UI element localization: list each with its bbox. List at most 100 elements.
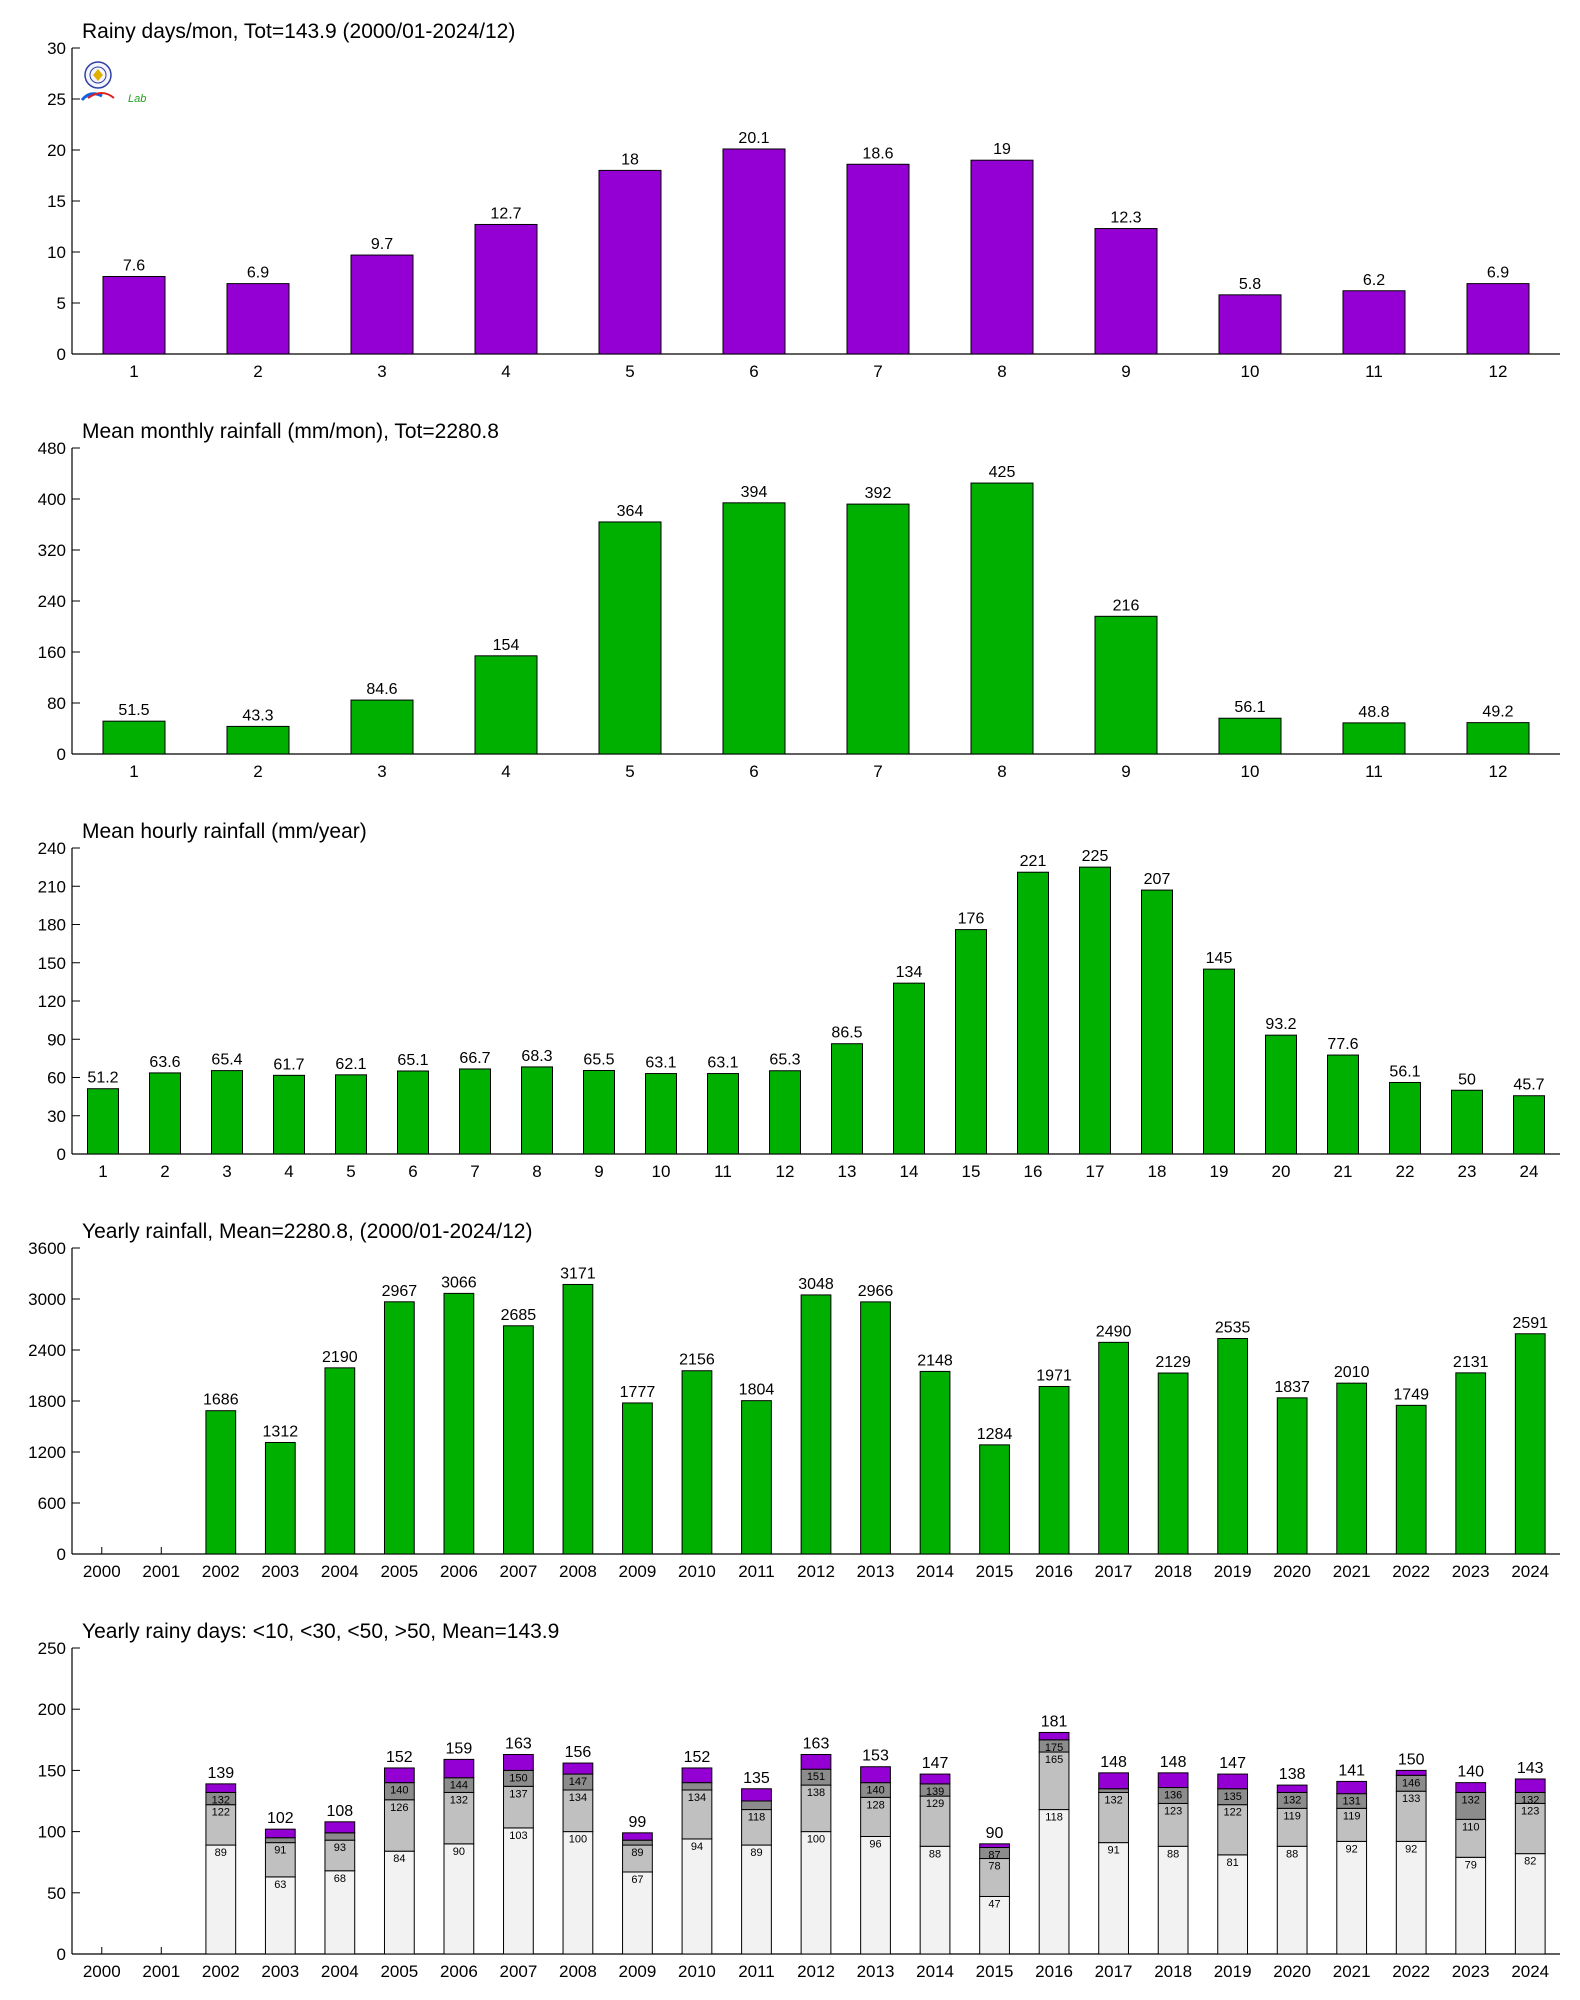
bar-value-label: 1312 bbox=[263, 1423, 299, 1440]
chart-title: Mean hourly rainfall (mm/year) bbox=[82, 820, 367, 843]
segment-value-label: 144 bbox=[450, 1780, 468, 1792]
segment-value-label: 134 bbox=[688, 1792, 706, 1804]
bar bbox=[1038, 1385, 1070, 1555]
bar-value-label: 2148 bbox=[917, 1352, 953, 1369]
bar-value-label: 65.3 bbox=[769, 1052, 800, 1069]
x-tick-label: 2009 bbox=[619, 1562, 657, 1581]
segment-value-label: 90 bbox=[453, 1846, 465, 1858]
segment-value-label: 119 bbox=[1343, 1810, 1361, 1822]
stacked-segment bbox=[800, 1753, 832, 1770]
bar-value-label: 18 bbox=[621, 151, 639, 168]
segment-value-label: 100 bbox=[807, 1834, 825, 1846]
bar bbox=[1157, 1372, 1189, 1555]
x-tick-label: 2011 bbox=[738, 1962, 775, 1981]
bar-value-label: 221 bbox=[1020, 853, 1047, 870]
bar-value-label: 394 bbox=[741, 484, 768, 501]
stacked-segment bbox=[324, 1821, 356, 1834]
x-tick-label: 6 bbox=[408, 1162, 417, 1181]
stacked-segment bbox=[1395, 1790, 1427, 1842]
y-tick-label: 240 bbox=[38, 839, 66, 858]
stacked-segment bbox=[1098, 1791, 1129, 1844]
x-tick-label: 12 bbox=[776, 1162, 795, 1181]
bar-value-label: 2591 bbox=[1512, 1315, 1548, 1332]
x-tick-label: 5 bbox=[625, 362, 634, 381]
x-tick-label: 2 bbox=[160, 1162, 169, 1181]
bar bbox=[1276, 1397, 1308, 1555]
bar bbox=[562, 1283, 594, 1555]
stacked-segment bbox=[264, 1842, 296, 1878]
segment-value-label: 88 bbox=[1286, 1848, 1298, 1860]
bar-value-label: 1804 bbox=[739, 1382, 775, 1399]
x-tick-label: 6 bbox=[749, 762, 758, 781]
bar bbox=[970, 159, 1034, 355]
segment-value-label: 84 bbox=[393, 1853, 405, 1865]
bar-total-label: 147 bbox=[922, 1755, 949, 1772]
bar bbox=[681, 1370, 713, 1555]
y-tick-label: 100 bbox=[38, 1823, 66, 1842]
stacked-segment bbox=[383, 1799, 415, 1852]
bar bbox=[1342, 290, 1406, 355]
bar-value-label: 2685 bbox=[501, 1307, 537, 1324]
bar bbox=[335, 1074, 367, 1155]
stacked-segment bbox=[503, 1785, 534, 1829]
bar bbox=[324, 1367, 356, 1555]
segment-value-label: 134 bbox=[569, 1792, 587, 1804]
y-tick-label: 320 bbox=[38, 541, 66, 560]
logo-text: Lab bbox=[128, 93, 146, 105]
x-tick-label: 4 bbox=[501, 762, 510, 781]
bar-value-label: 3066 bbox=[441, 1274, 477, 1291]
bar bbox=[1327, 1054, 1359, 1155]
y-tick-label: 400 bbox=[38, 490, 66, 509]
x-tick-label: 14 bbox=[900, 1162, 919, 1181]
x-tick-label: 5 bbox=[625, 762, 634, 781]
y-tick-label: 10 bbox=[47, 243, 66, 262]
stacked-segment bbox=[1276, 1807, 1308, 1847]
bar bbox=[1079, 866, 1111, 1155]
segment-value-label: 136 bbox=[1164, 1790, 1182, 1802]
x-tick-label: 18 bbox=[1148, 1162, 1167, 1181]
bar-value-label: 2129 bbox=[1155, 1354, 1191, 1371]
stacked-segment bbox=[1514, 1853, 1546, 1955]
x-tick-label: 2008 bbox=[559, 1562, 597, 1581]
bar bbox=[1265, 1034, 1297, 1155]
stacked-segment bbox=[919, 1795, 951, 1847]
stacked-segment bbox=[562, 1831, 594, 1955]
bar-value-label: 134 bbox=[896, 964, 923, 981]
x-tick-label: 2020 bbox=[1273, 1562, 1311, 1581]
bar-total-label: 141 bbox=[1338, 1762, 1365, 1779]
stacked-segment bbox=[1157, 1845, 1189, 1955]
bar-value-label: 84.6 bbox=[366, 681, 397, 698]
stacked-segment bbox=[264, 1876, 296, 1955]
segment-value-label: 150 bbox=[509, 1772, 527, 1784]
chart-title: Mean monthly rainfall (mm/mon), Tot=2280… bbox=[82, 420, 499, 443]
y-tick-label: 25 bbox=[47, 90, 66, 109]
stacked-segment bbox=[1455, 1782, 1487, 1793]
x-tick-label: 16 bbox=[1024, 1162, 1043, 1181]
segment-value-label: 132 bbox=[1521, 1794, 1539, 1806]
bar-total-label: 148 bbox=[1100, 1754, 1127, 1771]
segment-value-label: 87 bbox=[988, 1850, 1000, 1862]
stacked-segment bbox=[1336, 1840, 1368, 1955]
bar-value-label: 2967 bbox=[382, 1283, 418, 1300]
x-tick-label: 2023 bbox=[1452, 1962, 1490, 1981]
y-tick-label: 480 bbox=[38, 439, 66, 458]
bar bbox=[1466, 722, 1530, 755]
segment-value-label: 78 bbox=[988, 1861, 1000, 1873]
stacked-segment bbox=[681, 1782, 713, 1791]
x-tick-label: 2020 bbox=[1273, 1962, 1311, 1981]
bar-value-label: 63.1 bbox=[645, 1055, 676, 1072]
bar bbox=[1336, 1382, 1368, 1555]
bar-value-label: 20.1 bbox=[738, 130, 769, 147]
stacked-segment bbox=[1514, 1778, 1546, 1793]
bar-value-label: 43.3 bbox=[242, 707, 273, 724]
bar bbox=[583, 1069, 615, 1155]
x-tick-label: 7 bbox=[873, 362, 882, 381]
x-tick-label: 2007 bbox=[499, 1962, 537, 1981]
bar bbox=[226, 283, 290, 355]
segment-value-label: 91 bbox=[1107, 1845, 1119, 1857]
segment-value-label: 132 bbox=[1104, 1794, 1122, 1806]
bar-value-label: 12.3 bbox=[1110, 210, 1141, 227]
stacked-segment bbox=[1514, 1802, 1546, 1855]
bar-value-label: 61.7 bbox=[273, 1056, 304, 1073]
